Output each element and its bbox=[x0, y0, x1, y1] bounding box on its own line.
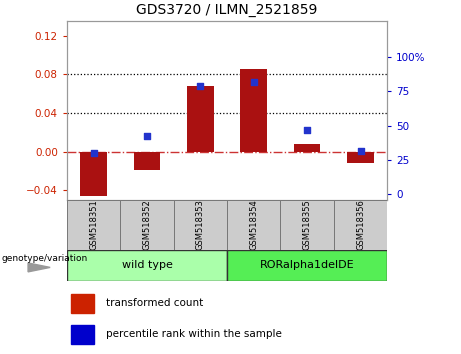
Point bbox=[197, 83, 204, 89]
Bar bbox=[71, 325, 94, 344]
Text: GSM518356: GSM518356 bbox=[356, 199, 365, 250]
Bar bbox=[227, 250, 387, 281]
Point bbox=[250, 79, 257, 85]
Text: GSM518351: GSM518351 bbox=[89, 199, 98, 250]
Text: percentile rank within the sample: percentile rank within the sample bbox=[106, 329, 282, 339]
Bar bbox=[347, 152, 374, 163]
Bar bbox=[80, 152, 107, 196]
Point bbox=[90, 150, 97, 156]
Bar bbox=[71, 294, 94, 313]
Title: GDS3720 / ILMN_2521859: GDS3720 / ILMN_2521859 bbox=[136, 4, 318, 17]
Text: GSM518355: GSM518355 bbox=[302, 199, 312, 250]
Text: GSM518353: GSM518353 bbox=[196, 199, 205, 250]
Text: transformed count: transformed count bbox=[106, 298, 203, 308]
Point bbox=[357, 149, 364, 154]
Bar bbox=[67, 250, 227, 281]
Bar bbox=[227, 200, 280, 250]
Text: genotype/variation: genotype/variation bbox=[1, 254, 88, 263]
Bar bbox=[187, 86, 214, 152]
Text: wild type: wild type bbox=[122, 261, 172, 270]
Text: RORalpha1delDE: RORalpha1delDE bbox=[260, 261, 355, 270]
Bar bbox=[240, 69, 267, 152]
Bar bbox=[120, 200, 174, 250]
Bar bbox=[134, 152, 160, 170]
Polygon shape bbox=[28, 263, 50, 272]
Point bbox=[143, 133, 151, 139]
Bar bbox=[294, 144, 320, 152]
Point bbox=[303, 127, 311, 132]
Text: GSM518352: GSM518352 bbox=[142, 199, 152, 250]
Bar bbox=[280, 200, 334, 250]
Bar bbox=[67, 200, 120, 250]
Bar bbox=[174, 200, 227, 250]
Bar bbox=[334, 200, 387, 250]
Text: GSM518354: GSM518354 bbox=[249, 199, 258, 250]
